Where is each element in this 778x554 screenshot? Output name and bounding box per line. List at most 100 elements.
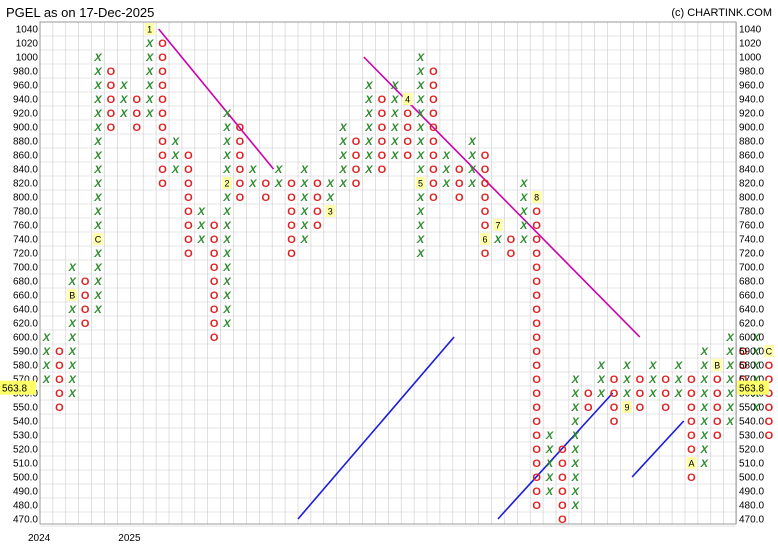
x-box: X [751, 332, 760, 344]
o-box: O [210, 248, 219, 260]
x-box: X [545, 486, 554, 498]
o-box: O [481, 248, 490, 260]
x-box: X [648, 360, 657, 372]
o-box: O [184, 206, 193, 218]
month-marker-bg [415, 177, 426, 189]
x-box: X [274, 178, 283, 190]
o-box: O [558, 500, 567, 512]
plot-border [39, 21, 737, 525]
o-box: O [403, 108, 412, 120]
x-box: X [416, 234, 425, 246]
o-box: O [532, 248, 541, 260]
x-box: X [700, 360, 709, 372]
o-box: O [610, 388, 619, 400]
o-box: O [158, 122, 167, 134]
x-box: X [416, 164, 425, 176]
y-tick-label-right: 580.0 [739, 361, 764, 372]
o-box: O [287, 234, 296, 246]
trendline [297, 336, 455, 520]
x-box: X [596, 360, 605, 372]
x-box: X [467, 178, 476, 190]
o-box: O [687, 430, 696, 442]
o-box: O [713, 402, 722, 414]
month-marker-bg [531, 191, 542, 203]
x-box: X [68, 374, 77, 386]
o-box: O [158, 150, 167, 162]
x-box: X [93, 276, 102, 288]
x-box: X [222, 262, 231, 274]
month-marker: C [95, 235, 102, 245]
x-box: X [42, 374, 51, 386]
o-box: O [481, 178, 490, 190]
current-price-label-right: 563.8 [739, 384, 764, 395]
o-box: O [532, 416, 541, 428]
y-tick-label-left: 490.0 [13, 487, 38, 498]
o-box: O [532, 220, 541, 232]
o-box: O [610, 402, 619, 414]
x-box: X [545, 444, 554, 456]
x-box: X [390, 122, 399, 134]
o-box: O [429, 192, 438, 204]
month-marker: 3 [328, 207, 333, 217]
y-tick-label-left: 1020 [16, 39, 39, 50]
o-box: O [532, 318, 541, 330]
y-tick-label-left: 860.0 [13, 151, 38, 162]
x-box: X [93, 108, 102, 120]
o-box: O [184, 220, 193, 232]
o-box: O [584, 402, 593, 414]
x-box: X [725, 374, 734, 386]
trendline [158, 28, 275, 170]
y-tick-label-right: 920.0 [739, 109, 764, 120]
x-box: X [416, 136, 425, 148]
o-box: O [429, 164, 438, 176]
x-box: X [68, 276, 77, 288]
x-box: X [364, 94, 373, 106]
o-box: O [107, 108, 116, 120]
o-box: O [210, 234, 219, 246]
x-box: X [416, 80, 425, 92]
x-box: X [364, 164, 373, 176]
o-box: O [687, 402, 696, 414]
y-tick-label-left: 580.0 [13, 361, 38, 372]
x-box: X [119, 80, 128, 92]
x-box: X [571, 500, 580, 512]
o-box: O [636, 402, 645, 414]
y-tick-label-right: 540.0 [739, 417, 764, 428]
x-box: X [493, 234, 502, 246]
x-box: X [416, 248, 425, 260]
o-box: O [532, 430, 541, 442]
y-tick-label-left: 520.0 [13, 445, 38, 456]
o-box: O [429, 122, 438, 134]
x-box: X [390, 136, 399, 148]
month-marker: 8 [534, 193, 539, 203]
o-box: O [261, 192, 270, 204]
x-box: X [42, 360, 51, 372]
x-box: X [93, 66, 102, 78]
y-tick-label-left: 470.0 [13, 515, 38, 526]
o-box: O [132, 108, 141, 120]
o-box: O [532, 402, 541, 414]
x-box: X [571, 472, 580, 484]
x-box: X [93, 80, 102, 92]
o-box: O [636, 374, 645, 386]
x-box: X [93, 94, 102, 106]
x-box: X [68, 304, 77, 316]
o-box: O [352, 164, 361, 176]
x-tick-label: 2025 [118, 533, 141, 544]
x-box: X [222, 150, 231, 162]
month-marker: 7 [495, 221, 500, 231]
x-box: X [222, 234, 231, 246]
month-marker: B [69, 291, 75, 301]
o-box: O [210, 318, 219, 330]
o-box: O [107, 122, 116, 134]
x-box: X [725, 360, 734, 372]
trendline [631, 420, 685, 478]
o-box: O [81, 290, 90, 302]
x-box: X [300, 164, 309, 176]
y-tick-label-left: 680.0 [13, 277, 38, 288]
y-tick-label-left: 780.0 [13, 207, 38, 218]
x-box: X [197, 206, 206, 218]
x-box: X [42, 332, 51, 344]
month-marker-bg [686, 457, 697, 469]
y-tick-label-left: 720.0 [13, 249, 38, 260]
